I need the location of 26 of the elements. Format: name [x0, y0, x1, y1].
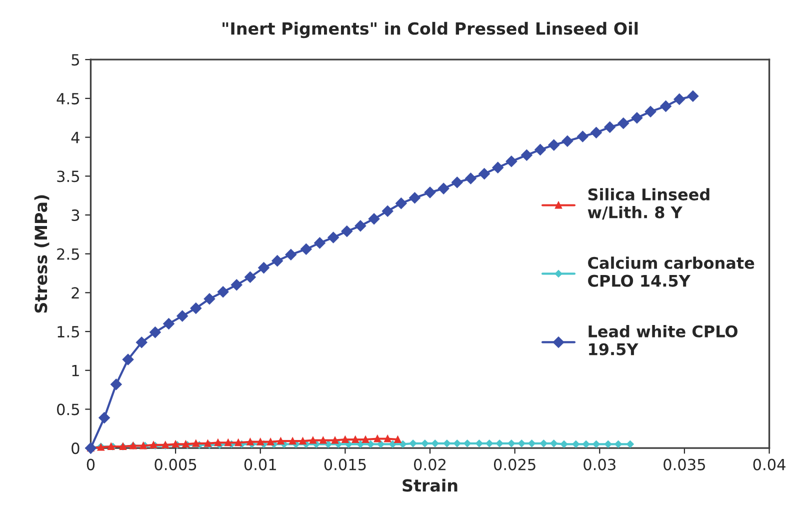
chart-title: "Inert Pigments" in Cold Pressed Linseed Oil	[222, 22, 638, 38]
x-tick-label: 0.02	[414, 458, 446, 470]
x-tick-label: 0.025	[494, 458, 536, 470]
y-tick-label: 4.5	[56, 93, 79, 104]
x-tick-label: 0.03	[584, 458, 616, 470]
y-tick-label: 4	[71, 132, 80, 144]
y-tick-label: 0	[72, 442, 80, 454]
x-tick-label: 0.015	[324, 458, 366, 470]
y-tick-label: 2	[72, 287, 79, 298]
legend-label: Silica Linseed w/Lith. 8 Y	[588, 188, 710, 220]
x-tick-label: 0.035	[664, 458, 705, 470]
x-tick-label: 0.005	[154, 458, 196, 470]
x-axis-title: Strain	[402, 478, 458, 492]
legend-label: Lead white CPLO 19.5Y	[588, 325, 738, 356]
y-tick-label: 1	[72, 365, 79, 376]
legend-label: Calcium carbonate CPLO 14.5Y	[588, 256, 754, 287]
y-tick-label: 1.5	[58, 326, 79, 338]
y-tick-label: 3	[72, 209, 80, 221]
y-tick-label: 5	[72, 54, 79, 66]
y-tick-label: 0.5	[57, 404, 79, 416]
y-axis-title: Stress (MPa)	[34, 195, 50, 313]
x-tick-label: 0.01	[244, 458, 276, 470]
x-tick-label: 0	[86, 458, 95, 470]
y-tick-label: 2.5	[57, 248, 79, 260]
y-tick-label: 3.5	[57, 170, 79, 182]
x-tick-label: 0.04	[753, 458, 786, 470]
